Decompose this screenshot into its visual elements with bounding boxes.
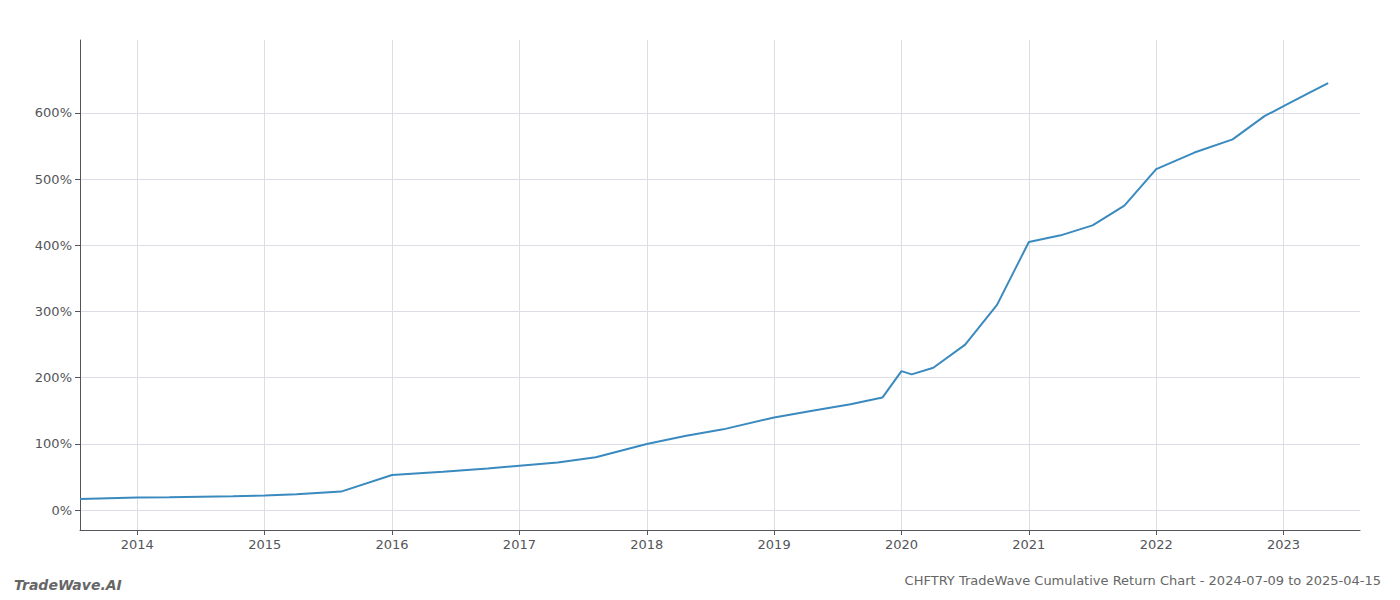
svg-text:100%: 100% (35, 436, 72, 451)
svg-text:0%: 0% (51, 503, 72, 518)
svg-text:2017: 2017 (503, 537, 536, 552)
svg-text:2016: 2016 (375, 537, 408, 552)
svg-text:500%: 500% (35, 172, 72, 187)
svg-text:400%: 400% (35, 238, 72, 253)
svg-text:CHFTRY TradeWave Cumulative Re: CHFTRY TradeWave Cumulative Return Chart… (905, 573, 1381, 588)
svg-text:2021: 2021 (1012, 537, 1045, 552)
svg-text:2014: 2014 (121, 537, 154, 552)
svg-text:200%: 200% (35, 370, 72, 385)
svg-text:2019: 2019 (758, 537, 791, 552)
svg-text:2015: 2015 (248, 537, 281, 552)
svg-text:300%: 300% (35, 304, 72, 319)
svg-text:2020: 2020 (885, 537, 918, 552)
svg-text:2018: 2018 (630, 537, 663, 552)
svg-text:2022: 2022 (1140, 537, 1173, 552)
svg-text:600%: 600% (35, 105, 72, 120)
svg-text:2023: 2023 (1267, 537, 1300, 552)
svg-text:TradeWave.AI: TradeWave.AI (14, 577, 122, 593)
